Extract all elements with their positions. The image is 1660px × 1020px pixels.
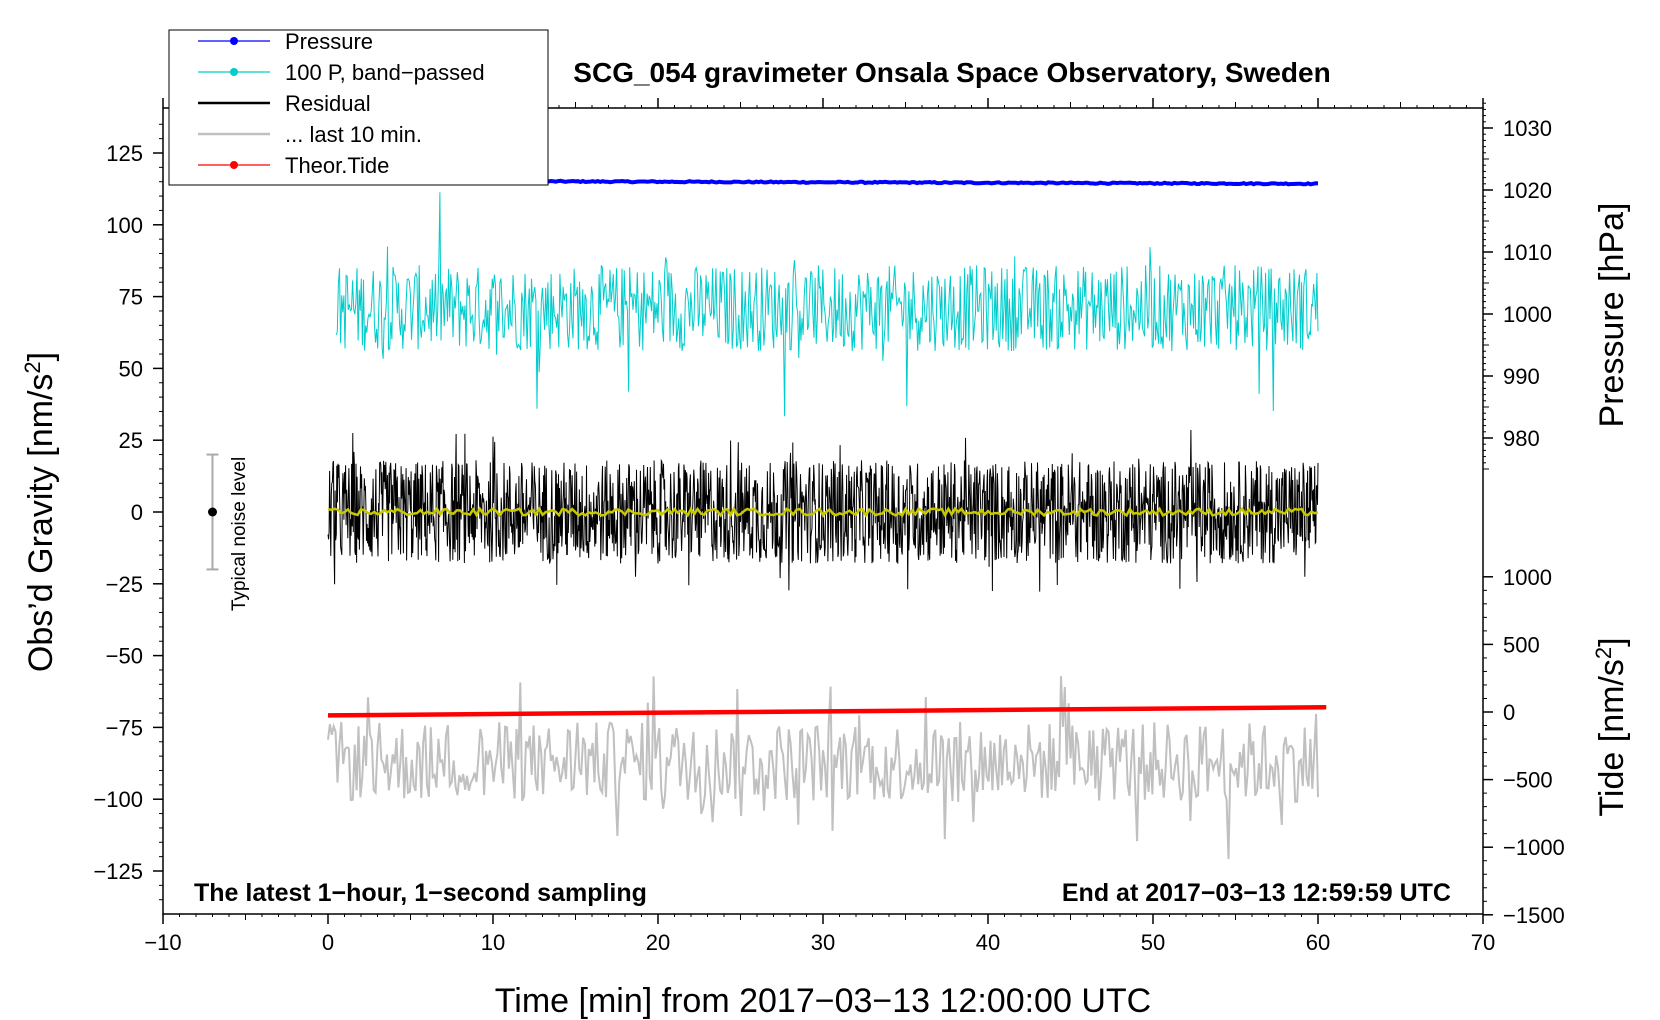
y-pressure-tick-label: 980 (1503, 426, 1540, 451)
x-tick-label: 10 (481, 930, 505, 955)
series-smoothed-line (327, 506, 1319, 518)
noise-label: Typical noise level (229, 457, 250, 611)
y-tide-tick-label: −1000 (1503, 835, 1565, 860)
series-tide-line (327, 705, 1327, 718)
x-axis-title: Time [min] from 2017−03−13 12:00:00 UTC (495, 982, 1151, 1020)
y-pressure-tick-label: 1030 (1503, 116, 1552, 141)
legend-label: Theor.Tide (285, 153, 389, 178)
series-last10-line (327, 676, 1319, 860)
axes-layer: −10 0 10 20 30 40 50 60 701251007550250−25−50−75… (93, 98, 1565, 955)
y-left-tick-label: 25 (119, 428, 143, 453)
series-residual-line (327, 429, 1319, 592)
y-pressure-tick-label: 990 (1503, 364, 1540, 389)
y-left-tick-label: −125 (93, 859, 143, 884)
y-pressure-tick-label: 1010 (1503, 240, 1552, 265)
noise-bar-center (208, 507, 217, 517)
note-right: End at 2017−03−13 12:59:59 UTC (1062, 879, 1451, 907)
y-left-tick-label: −100 (93, 787, 143, 812)
legend-label: ... last 10 min. (285, 122, 422, 147)
x-tick-label: 70 (1471, 930, 1495, 955)
series-bandpassed-line (335, 192, 1319, 417)
legend-label: 100 P, band−passed (285, 60, 485, 85)
x-tick-label: 40 (976, 930, 1000, 955)
y-axis-left-title: Obs’d Gravity [nm/s2] (20, 352, 60, 672)
y-left-tick-label: 75 (119, 285, 143, 310)
legend-marker (230, 68, 238, 76)
y-left-tick-label: −25 (106, 572, 143, 597)
x-tick-label: 30 (811, 930, 835, 955)
legend: Pressure 100 P, band−passed Residual ... la… (168, 29, 549, 186)
y-tide-tick-label: −1500 (1503, 903, 1565, 928)
y-axis-pressure-title: Pressure [hPa] (1593, 203, 1631, 428)
chart-title: SCG_054 gravimeter Onsala Space Observat… (573, 57, 1330, 88)
y-left-tick-label: −50 (106, 644, 143, 669)
y-left-tick-label: 50 (119, 356, 143, 381)
legend-label: Pressure (285, 29, 373, 54)
y-tide-tick-label: 1000 (1503, 565, 1552, 590)
x-tick-label: 60 (1306, 930, 1330, 955)
noise-bar (206, 453, 219, 571)
x-tick-label: −10 (144, 930, 181, 955)
x-tick-label: 20 (646, 930, 670, 955)
x-tick-label: 50 (1141, 930, 1165, 955)
y-tide-tick-label: −500 (1503, 768, 1553, 793)
y-pressure-tick-label: 1020 (1503, 178, 1552, 203)
y-axis-tide-title: Tide [nm/s2] (1591, 637, 1631, 816)
legend-label: Residual (285, 91, 371, 116)
x-tick-label: 0 (322, 930, 334, 955)
y-pressure-tick-label: 1000 (1503, 302, 1552, 327)
y-left-tick-label: 0 (131, 500, 143, 525)
y-left-tick-label: 100 (106, 213, 143, 238)
y-left-tick-label: 125 (106, 141, 143, 166)
legend-marker (230, 161, 238, 169)
y-tide-tick-label: 0 (1503, 700, 1515, 725)
y-tide-tick-label: 500 (1503, 632, 1540, 657)
note-left: The latest 1−hour, 1−second sampling (194, 879, 647, 907)
y-left-tick-label: −75 (106, 715, 143, 740)
legend-marker (230, 37, 238, 45)
legend-box (168, 29, 549, 186)
